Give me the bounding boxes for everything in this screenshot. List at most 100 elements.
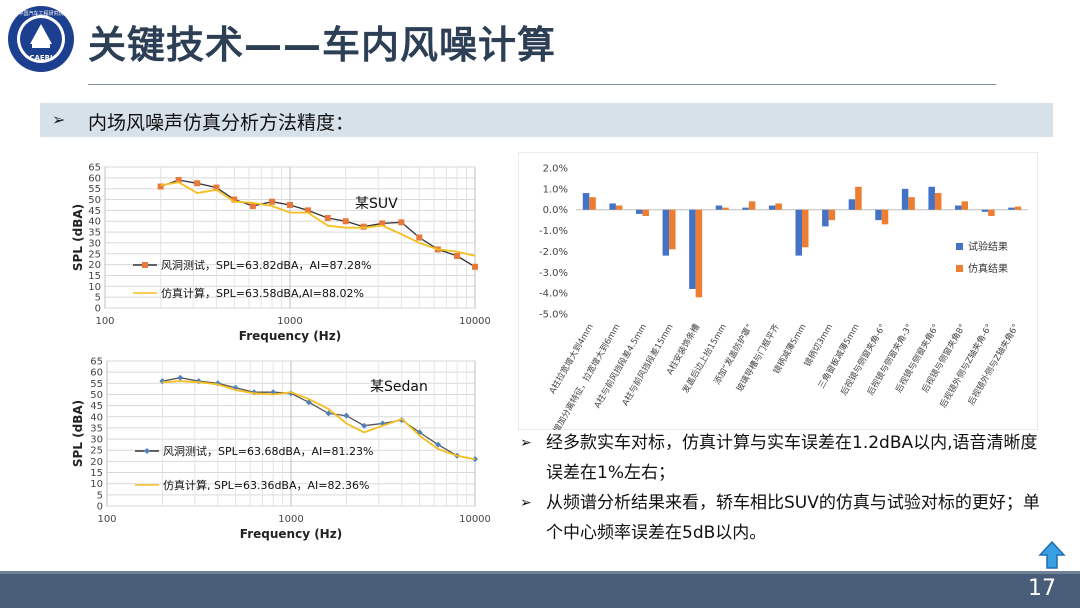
data-point — [343, 412, 350, 419]
footer-accent — [0, 571, 1080, 574]
x-tick-label: 10000 — [459, 316, 490, 327]
data-point — [360, 223, 367, 230]
data-point — [342, 218, 349, 225]
y-tick-label: -1.0% — [539, 226, 568, 237]
y-tick-label: 65 — [90, 357, 103, 368]
data-point — [416, 234, 423, 241]
bar — [848, 199, 856, 210]
data-point — [325, 410, 332, 417]
legend-marker — [144, 448, 150, 454]
y-tick-label: 40 — [90, 412, 103, 423]
data-point — [194, 180, 201, 187]
caeri-logo: CAERI 中国汽车工程研究院 — [8, 6, 74, 72]
y-tick-label: 60 — [90, 368, 103, 379]
bar — [1008, 207, 1015, 210]
data-point — [304, 207, 311, 214]
y-tick-label: 0.0% — [543, 205, 568, 216]
conclusion-item: ➢ 经多款实车对标，仿真计算与实车误差在1.2dBA以内,语音清晰度误差在1%左… — [520, 428, 1050, 488]
data-point — [379, 420, 386, 427]
data-point — [269, 198, 276, 205]
data-point — [361, 422, 368, 429]
bar — [768, 205, 776, 210]
data-point — [213, 184, 220, 191]
bar — [775, 203, 782, 210]
bar — [582, 193, 590, 210]
y-tick-label: -4.0% — [539, 289, 568, 300]
bar — [589, 197, 596, 210]
logo-ring-text: 中国汽车工程研究院 — [18, 10, 63, 17]
bar — [662, 209, 670, 256]
y-tick-label: 50 — [90, 390, 103, 401]
bar — [722, 207, 729, 210]
bar — [901, 188, 909, 210]
bar — [695, 209, 703, 298]
conclusion-text: 从频谱分析结果来看，轿车相比SUV的仿真与试验对标的更好；单个中心频率误差在5d… — [546, 493, 1040, 543]
bar — [1014, 206, 1022, 210]
y-tick-label: 5 — [97, 490, 103, 501]
bullet-arrow-icon: ➢ — [520, 435, 532, 451]
bullet-arrow-icon: ➢ — [520, 495, 532, 511]
y-tick-label: -3.0% — [539, 268, 568, 279]
y-tick-label: 5 — [95, 293, 101, 304]
bar — [715, 205, 723, 210]
bar — [689, 209, 696, 289]
x-axis-label: Frequency (Hz) — [239, 329, 341, 343]
bar — [642, 209, 649, 216]
bar — [669, 209, 676, 250]
chart-frame — [518, 152, 1038, 430]
legend-marker — [142, 262, 148, 268]
bar — [908, 197, 915, 210]
bar — [934, 193, 942, 210]
bar — [802, 209, 809, 248]
logo-letters: CAERI — [29, 54, 52, 62]
x-tick-label: 1000 — [277, 316, 302, 327]
up-arrow-icon[interactable] — [1038, 540, 1066, 570]
data-point — [249, 203, 256, 210]
bar — [981, 209, 989, 212]
data-point — [231, 196, 238, 203]
legend-label: 仿真计算, SPL=63.36dBA，AI=82.36% — [163, 478, 369, 492]
bar — [988, 209, 995, 216]
bar — [822, 209, 829, 227]
y-tick-label: 55 — [90, 379, 103, 390]
section-bar: ➢ 内场风噪声仿真分析方法精度： — [40, 103, 1053, 137]
section-bullet-icon: ➢ — [52, 110, 66, 129]
y-tick-label: 0 — [97, 502, 103, 513]
y-tick-label: 35 — [88, 228, 101, 239]
bar — [615, 205, 623, 210]
series-line — [162, 377, 476, 460]
x-tick-label: 1000 — [278, 514, 303, 525]
bar — [928, 186, 935, 210]
y-tick-label: 10 — [88, 282, 101, 293]
data-point — [454, 252, 461, 259]
y-tick-label: 65 — [88, 163, 101, 174]
conclusion-list: ➢ 经多款实车对标，仿真计算与实车误差在1.2dBA以内,语音清晰度误差在1%左… — [520, 428, 1050, 548]
y-axis-label: SPL (dBA) — [71, 204, 85, 271]
y-tick-label: 30 — [88, 238, 101, 249]
bar — [875, 209, 882, 221]
bar — [855, 186, 862, 210]
y-tick-label: 10 — [90, 479, 103, 490]
y-tick-label: 0 — [95, 304, 101, 315]
y-tick-label: 15 — [90, 468, 103, 479]
page-title: 关键技术——车内风噪计算 — [88, 23, 557, 67]
legend-label: 风洞测试，SPL=63.68dBA，AI=81.23% — [163, 445, 373, 458]
y-tick-label: 25 — [88, 249, 101, 260]
legend-label: 仿真计算，SPL=63.58dBA,AI=88.02% — [161, 286, 364, 300]
y-tick-label: 45 — [90, 401, 103, 412]
bar — [748, 201, 756, 210]
data-point — [435, 441, 442, 448]
bar — [795, 209, 802, 256]
page-number: 17 — [1028, 576, 1056, 601]
y-tick-label: 50 — [88, 195, 101, 206]
conclusion-item: ➢ 从频谱分析结果来看，轿车相比SUV的仿真与试验对标的更好；单个中心频率误差在… — [520, 488, 1050, 548]
footer-bar: 17 — [0, 571, 1080, 608]
x-tick-label: 100 — [97, 514, 116, 525]
bar — [609, 203, 616, 210]
y-tick-label: 55 — [88, 184, 101, 195]
y-tick-label: 2.0% — [543, 164, 568, 175]
bar — [881, 209, 889, 225]
y-tick-label: 20 — [88, 260, 101, 271]
